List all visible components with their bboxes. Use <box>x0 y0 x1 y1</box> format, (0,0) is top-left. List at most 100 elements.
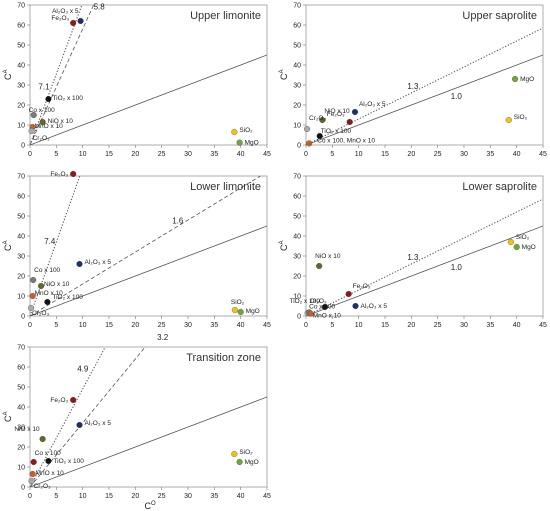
x-tick-label: 15 <box>105 493 113 500</box>
x-tick-label: 20 <box>407 322 415 329</box>
y-tick-label: 20 <box>17 445 25 452</box>
y-tick-label: 50 <box>293 214 301 221</box>
point-label: MnO x 10 <box>36 470 65 477</box>
point-label: Al₂O₃ x 5 <box>359 101 386 108</box>
data-point <box>316 262 323 270</box>
data-point <box>513 243 520 251</box>
isocon-slope-label: 1.3 <box>407 253 419 262</box>
data-point <box>29 292 36 300</box>
data-point <box>236 458 243 466</box>
y-tick-label: 70 <box>17 3 25 10</box>
y-tick-label: 0 <box>21 485 25 492</box>
point-label: MgO <box>245 459 259 466</box>
data-point <box>512 75 519 83</box>
point-label: Cr₂O₃ <box>33 135 50 142</box>
data-point <box>316 132 323 140</box>
isocon-line-dotted <box>30 5 83 145</box>
x-tick-label: 5 <box>330 151 334 158</box>
isocon-line-dotted <box>306 27 543 145</box>
y-tick-label: 20 <box>17 103 25 110</box>
x-tick-label: 10 <box>79 493 87 500</box>
y-tick-label: 20 <box>293 274 301 281</box>
point-label: Co x 100 <box>309 303 335 310</box>
isocon-line-dotted <box>306 198 543 316</box>
x-tick-label: 45 <box>539 322 547 329</box>
x-tick-label: 5 <box>54 493 58 500</box>
y-tick-label: 30 <box>17 83 25 90</box>
point-label: Fe₂O₃ <box>50 171 68 178</box>
point-label: NiO x 10 <box>324 108 350 115</box>
plot-frame <box>29 175 268 317</box>
x-tick-label: 20 <box>131 322 139 329</box>
y-tick-label: 0 <box>21 314 25 321</box>
y-axis-label: CA <box>3 69 13 80</box>
y-tick-label: 40 <box>17 405 25 412</box>
point-label: MgO <box>246 308 260 315</box>
x-axis-label: CO <box>145 501 157 511</box>
y-axis-label: CA <box>3 240 13 251</box>
data-point <box>76 260 83 268</box>
panel-title: Transition zone <box>186 352 261 364</box>
isocon-slope-label: 5.8 <box>94 3 106 12</box>
x-tick-label: 45 <box>263 493 271 500</box>
plot-frame <box>305 175 544 317</box>
x-tick-label: 25 <box>158 493 166 500</box>
point-label: Fe₂O₃ <box>327 111 345 118</box>
data-point <box>306 140 313 147</box>
y-tick-label: 60 <box>17 365 25 372</box>
x-tick-label: 15 <box>105 151 113 158</box>
isocon-line-dashed <box>30 176 261 316</box>
x-tick-label: 20 <box>131 493 139 500</box>
point-label: MnO x 10 <box>35 123 64 130</box>
isocon-line-solid <box>306 54 543 145</box>
x-tick-label: 10 <box>355 322 363 329</box>
data-point <box>28 304 35 312</box>
data-point <box>231 450 238 458</box>
point-label: Cr₂O₃ <box>32 310 49 317</box>
x-tick-label: 40 <box>237 151 245 158</box>
y-tick-label: 0 <box>297 314 301 321</box>
data-point <box>345 290 352 298</box>
x-tick-label: 10 <box>79 151 87 158</box>
isocon-slope-label: 1.0 <box>451 263 463 272</box>
data-point <box>321 303 329 311</box>
data-point <box>30 111 37 119</box>
data-point <box>70 396 77 404</box>
y-tick-label: 40 <box>17 63 25 70</box>
point-label: Al₂O₃ x 5 <box>52 8 79 15</box>
point-label: Cr₂O₃ <box>310 298 327 305</box>
isocon-slope-label: 1.6 <box>172 217 184 226</box>
x-tick-label: 0 <box>304 151 308 158</box>
isocon-line-dotted <box>30 347 106 487</box>
y-tick-label: 60 <box>293 23 301 30</box>
x-tick-label: 40 <box>237 322 245 329</box>
data-point <box>307 310 314 317</box>
point-label: Co x 100 <box>34 267 60 274</box>
x-tick-label: 20 <box>407 151 415 158</box>
point-label: MgO <box>520 76 534 83</box>
y-tick-label: 40 <box>293 234 301 241</box>
data-point <box>70 170 77 178</box>
x-tick-label: 0 <box>28 151 32 158</box>
plot-frame <box>305 4 544 146</box>
y-tick-label: 20 <box>293 103 301 110</box>
y-tick-label: 60 <box>17 194 25 201</box>
isocon-line-dotted <box>30 176 81 316</box>
y-tick-label: 10 <box>17 123 25 130</box>
data-point <box>39 435 46 443</box>
y-tick-label: 70 <box>17 174 25 181</box>
panel-title: Upper limonite <box>190 10 261 22</box>
point-label: Fe₂O₃ <box>353 283 371 290</box>
y-axis-label: CA <box>3 411 13 422</box>
panel-2: 0 5 10 15 20 25 30 35 40 45 0 10 20 30 40 50 60 70 1.6 7.4 F… <box>3 170 271 329</box>
isocon-line-solid <box>30 396 267 487</box>
point-label: TiO₂ x 100 <box>53 458 84 465</box>
isocon-slope-label: 1.0 <box>451 92 463 101</box>
point-label: SiO₂ <box>239 127 253 134</box>
y-tick-label: 0 <box>21 143 25 150</box>
x-tick-label: 30 <box>184 151 192 158</box>
point-label: TiO₂ x 100 <box>289 298 320 305</box>
y-axis-label: CA <box>279 240 289 251</box>
isocon-line-solid <box>30 54 267 145</box>
